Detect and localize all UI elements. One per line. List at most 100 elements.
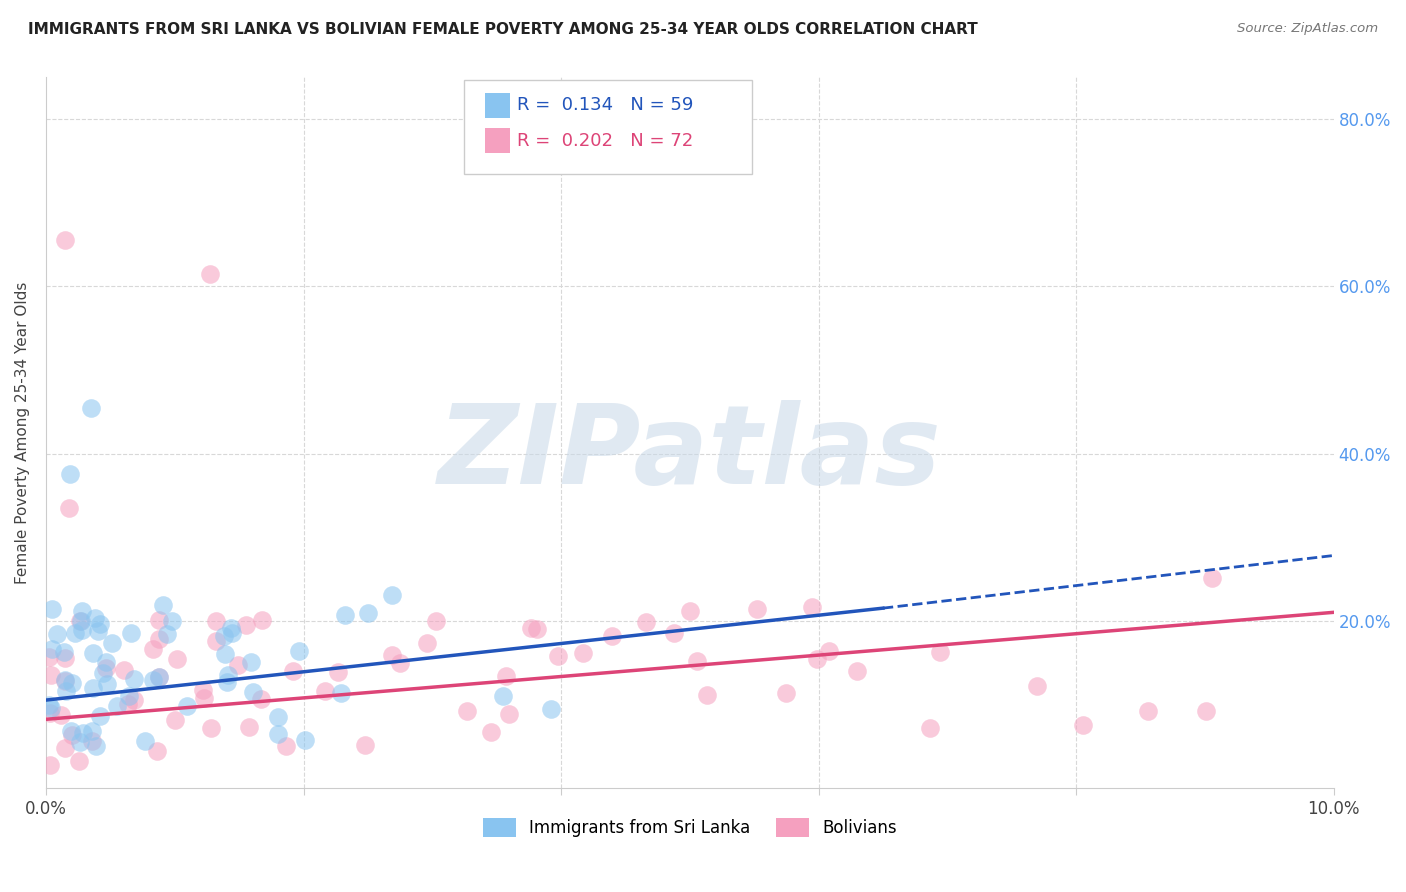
Point: [226, 657, 249, 672]
Point: [166, 652, 188, 666]
Point: [53, 741, 76, 756]
Point: [142, 641, 165, 656]
Point: [520, 621, 543, 635]
Point: [801, 599, 824, 614]
Point: [82, 734, 104, 748]
Point: [70, 604, 93, 618]
Point: [214, 629, 236, 643]
Text: ZIPatlas: ZIPatlas: [437, 401, 942, 508]
Point: [118, 690, 141, 704]
Point: [326, 665, 349, 680]
Text: Source: ZipAtlas.com: Source: ZipAtlas.com: [1237, 22, 1378, 36]
Point: [79, 401, 101, 415]
Text: R =  0.202   N = 72: R = 0.202 N = 72: [517, 132, 693, 150]
Point: [58, 500, 80, 515]
Point: [84, 739, 107, 753]
Point: [846, 664, 869, 678]
Point: [425, 614, 447, 628]
Text: IMMIGRANTS FROM SRI LANKA VS BOLIVIAN FEMALE POVERTY AMONG 25-34 YEAR OLDS CORRE: IMMIGRANTS FROM SRI LANKA VS BOLIVIAN FE…: [28, 22, 977, 37]
Point: [69, 614, 91, 628]
Point: [67, 754, 90, 768]
Point: [59, 723, 82, 738]
Point: [636, 615, 658, 629]
Point: [294, 732, 316, 747]
Point: [193, 691, 215, 706]
Point: [1195, 704, 1218, 718]
Point: [38, 698, 60, 713]
Point: [281, 664, 304, 678]
Point: [456, 704, 478, 718]
Point: [122, 693, 145, 707]
Point: [39, 668, 62, 682]
Point: [918, 721, 941, 735]
Point: [156, 626, 179, 640]
Point: [142, 673, 165, 687]
Point: [134, 734, 156, 748]
Point: [83, 611, 105, 625]
Point: [479, 724, 502, 739]
Point: [38, 706, 60, 721]
Point: [381, 588, 404, 602]
Point: [53, 651, 76, 665]
Point: [148, 632, 170, 647]
Point: [165, 713, 187, 727]
Point: [354, 738, 377, 752]
Point: [215, 674, 238, 689]
Point: [381, 648, 404, 662]
Point: [41, 642, 63, 657]
Point: [53, 673, 76, 688]
Point: [46, 627, 69, 641]
Point: [120, 626, 142, 640]
Point: [53, 234, 76, 248]
Point: [69, 735, 91, 749]
Point: [82, 681, 104, 695]
Point: [148, 670, 170, 684]
Point: [72, 725, 94, 739]
Point: [664, 626, 686, 640]
Point: [60, 676, 83, 690]
Point: [389, 656, 412, 670]
Point: [600, 629, 623, 643]
Point: [70, 624, 93, 638]
Point: [250, 613, 273, 627]
Point: [498, 707, 520, 722]
Point: [329, 685, 352, 699]
Point: [929, 645, 952, 659]
Point: [60, 728, 83, 742]
Point: [240, 655, 263, 669]
Point: [571, 646, 593, 660]
Point: [217, 668, 239, 682]
Point: [250, 692, 273, 706]
Point: [41, 602, 63, 616]
Point: [70, 614, 93, 628]
Point: [191, 682, 214, 697]
Point: [1071, 718, 1094, 732]
Point: [91, 665, 114, 680]
Point: [105, 698, 128, 713]
Point: [122, 672, 145, 686]
Point: [176, 698, 198, 713]
Point: [100, 636, 122, 650]
Point: [526, 622, 548, 636]
Point: [415, 636, 437, 650]
Point: [38, 649, 60, 664]
Point: [96, 677, 118, 691]
Point: [39, 700, 62, 714]
Point: [53, 674, 76, 689]
Point: [806, 652, 828, 666]
Point: [818, 643, 841, 657]
Point: [267, 727, 290, 741]
Point: [219, 621, 242, 635]
Point: [696, 688, 718, 702]
Point: [547, 649, 569, 664]
Point: [266, 710, 288, 724]
Point: [492, 689, 515, 703]
Point: [221, 626, 243, 640]
Point: [152, 598, 174, 612]
Point: [52, 645, 75, 659]
Legend: Immigrants from Sri Lanka, Bolivians: Immigrants from Sri Lanka, Bolivians: [477, 811, 904, 844]
Point: [357, 606, 380, 620]
Point: [288, 644, 311, 658]
Point: [1201, 570, 1223, 584]
Point: [540, 702, 562, 716]
